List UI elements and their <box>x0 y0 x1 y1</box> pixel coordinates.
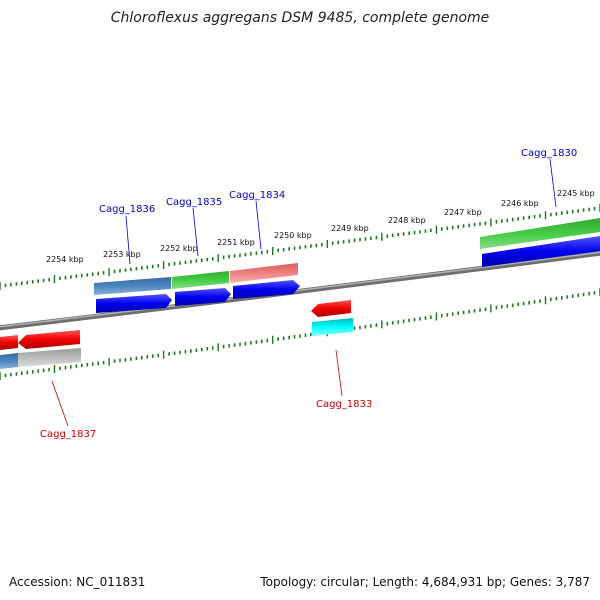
map-title: Chloroflexus aggregans DSM 9485, complet… <box>111 10 490 26</box>
kbp-labels: 2254 kbp 2253 kbp 2252 kbp 2251 kbp 2250… <box>46 189 595 264</box>
tick-label-2246: 2246 kbp <box>501 199 539 208</box>
tick-label-2249: 2249 kbp <box>331 224 369 233</box>
gene-label-cagg-1835[interactable]: Cagg_1835 <box>166 197 222 208</box>
tick-label-2253: 2253 kbp <box>103 250 141 259</box>
cog-bar-cagg-1836 <box>94 277 171 295</box>
forward-cds-track <box>96 236 600 313</box>
cog-bar-left-partial <box>0 353 18 369</box>
accession-text: Accession: NC_011831 <box>9 575 145 589</box>
gene-label-cagg-1833[interactable]: Cagg_1833 <box>316 399 372 410</box>
gene-label-cagg-1830[interactable]: Cagg_1830 <box>521 148 577 159</box>
tick-label-2247: 2247 kbp <box>444 208 482 217</box>
genome-summary-text: Topology: circular; Length: 4,684,931 bp… <box>259 575 590 589</box>
cog-bar-cagg-1834 <box>230 263 298 283</box>
cds-arrow-left-partial[interactable] <box>0 335 18 350</box>
gene-labels: Cagg_1830 Cagg_1833 Cagg_1834 Cagg_1835 … <box>40 148 577 440</box>
cds-arrow-cagg-1830[interactable] <box>482 236 600 267</box>
outer-tick-ring <box>0 204 600 290</box>
tick-label-2248: 2248 kbp <box>388 216 426 225</box>
tick-label-2252: 2252 kbp <box>160 244 198 253</box>
reverse-cds-track <box>0 300 351 350</box>
inner-tick-ring <box>0 288 600 380</box>
gene-label-cagg-1836[interactable]: Cagg_1836 <box>99 204 155 215</box>
tick-label-2250: 2250 kbp <box>274 231 312 240</box>
cds-arrow-cagg-1834[interactable] <box>233 280 300 299</box>
label-leaders <box>51 158 557 427</box>
cds-arrow-cagg-1837[interactable] <box>18 330 80 349</box>
cog-bar-cagg-1833 <box>312 318 353 336</box>
cds-arrow-cagg-1836[interactable] <box>96 294 172 313</box>
cog-bar-cagg-1830 <box>480 218 600 249</box>
cog-bar-cagg-1835 <box>172 271 229 289</box>
reverse-cog-track <box>0 318 353 369</box>
cds-arrow-cagg-1835[interactable] <box>175 288 231 306</box>
tick-label-2254: 2254 kbp <box>46 255 84 264</box>
gene-label-cagg-1834[interactable]: Cagg_1834 <box>229 190 285 201</box>
cog-bar-cagg-1837 <box>18 348 81 367</box>
forward-cog-track <box>94 218 600 295</box>
cds-arrow-cagg-1833[interactable] <box>311 300 351 317</box>
gene-label-cagg-1837[interactable]: Cagg_1837 <box>40 429 96 440</box>
tick-label-2245: 2245 kbp <box>557 189 595 198</box>
tick-label-2251: 2251 kbp <box>217 238 255 247</box>
genome-backbone <box>0 250 600 331</box>
